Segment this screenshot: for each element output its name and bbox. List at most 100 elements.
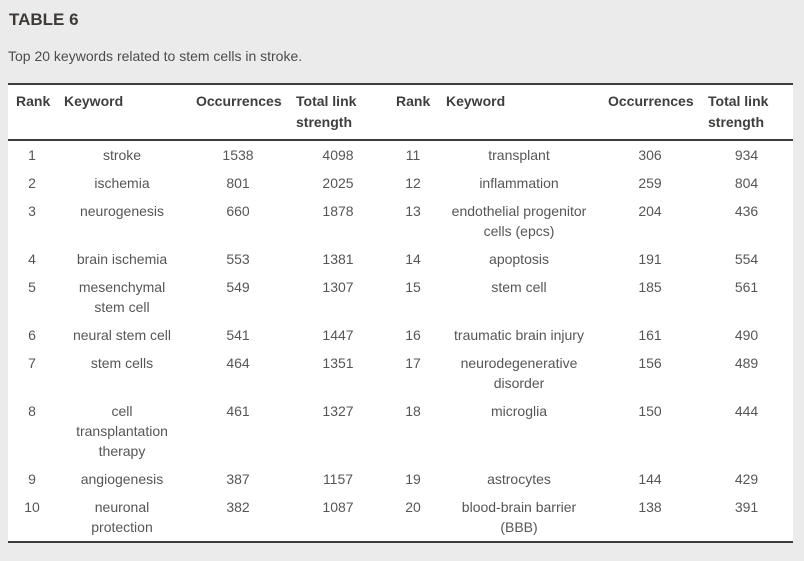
cell-keyword: apoptosis — [489, 251, 549, 267]
cell-rank: 7 — [28, 355, 36, 371]
cell-total-link-strength: 1878 — [322, 203, 354, 219]
header-keyword-right: Keyword — [438, 84, 600, 141]
cell-rank: 6 — [28, 327, 36, 343]
cell-total-link-strength: 2025 — [322, 175, 354, 191]
cell-occurrences: 259 — [638, 175, 662, 191]
cell-total-link-strength: 4098 — [322, 147, 354, 163]
cell-keyword: transplant — [488, 147, 550, 163]
cell-rank: 9 — [28, 471, 36, 487]
cell-occurrences: 541 — [226, 327, 250, 343]
cell-keyword: traumatic brain injury — [454, 327, 584, 343]
cell-rank: 17 — [405, 355, 421, 371]
cell-rank: 14 — [405, 251, 421, 267]
header-occurrences-right: Occurrences — [600, 84, 700, 141]
cell-rank: 11 — [405, 147, 421, 163]
cell-keyword: inflammation — [479, 175, 559, 191]
cell-rank: 2 — [28, 175, 36, 191]
cell-occurrences: 553 — [226, 251, 250, 267]
header-rank-right: Rank — [388, 84, 438, 141]
cell-occurrences: 185 — [638, 279, 662, 295]
cell-occurrences: 461 — [226, 403, 250, 419]
cell-total-link-strength: 391 — [734, 499, 759, 515]
table-row: 8 cell transplantation therapy 461 1327 18 mi… — [8, 397, 793, 465]
table-row: 4 brain ischemia 553 1381 14 apoptosis 191 554 — [8, 245, 793, 273]
cell-occurrences: 191 — [638, 251, 662, 267]
cell-total-link-strength: 1327 — [322, 403, 354, 419]
table-row: 5 mesenchymal stem cell 549 1307 15 stem cell… — [8, 273, 793, 321]
header-total-link-strength-left: Total link strength — [288, 84, 388, 141]
header-keyword-left: Keyword — [56, 84, 188, 141]
cell-rank: 12 — [405, 175, 421, 191]
cell-keyword: neurogenesis — [79, 203, 165, 219]
cell-occurrences: 382 — [226, 499, 250, 515]
cell-occurrences: 204 — [638, 203, 662, 219]
header-total-link-strength-right: Total link strength — [700, 84, 793, 141]
cell-keyword: neuronal protection — [91, 499, 153, 535]
cell-rank: 5 — [28, 279, 36, 295]
table-row: 3 neurogenesis 660 1878 13 endothelial progen… — [8, 197, 793, 245]
cell-occurrences: 387 — [226, 471, 250, 487]
cell-total-link-strength: 1447 — [322, 327, 354, 343]
table-row: 2 ischemia 801 2025 12 inflammation 259 804 — [8, 169, 793, 197]
cell-keyword: brain ischemia — [76, 251, 168, 267]
cell-total-link-strength: 429 — [734, 471, 759, 487]
cell-total-link-strength: 934 — [734, 147, 759, 163]
cell-rank: 19 — [405, 471, 421, 487]
table-row: 1 stroke 1538 4098 11 transplant 306 934 — [8, 140, 793, 169]
cell-keyword: blood-brain barrier (BBB) — [461, 499, 577, 535]
table-row: 6 neural stem cell 541 1447 16 traumatic brai… — [8, 321, 793, 349]
cell-occurrences: 161 — [638, 327, 662, 343]
cell-total-link-strength: 1157 — [322, 471, 354, 487]
table-row: 10 neuronal protection 382 1087 20 blood-brai… — [8, 493, 793, 542]
cell-keyword: angiogenesis — [80, 471, 164, 487]
table-body: 1 stroke 1538 4098 11 transplant 306 934 2 ischem… — [8, 140, 793, 542]
cell-total-link-strength: 489 — [734, 355, 759, 371]
cell-keyword: microglia — [490, 403, 547, 419]
header-occurrences-left: Occurrences — [188, 84, 288, 141]
header-rank-left: Rank — [8, 84, 56, 141]
cell-keyword: neurodegenerative disorder — [460, 355, 578, 391]
cell-total-link-strength: 804 — [734, 175, 759, 191]
cell-rank: 4 — [28, 251, 36, 267]
cell-occurrences: 464 — [226, 355, 250, 371]
cell-keyword: neural stem cell — [72, 327, 172, 343]
cell-occurrences: 549 — [226, 279, 250, 295]
table-row: 9 angiogenesis 387 1157 19 astrocytes 144 429 — [8, 465, 793, 493]
cell-total-link-strength: 490 — [734, 327, 759, 343]
cell-occurrences: 306 — [638, 147, 662, 163]
cell-total-link-strength: 1087 — [322, 499, 354, 515]
cell-total-link-strength: 1307 — [322, 279, 354, 295]
cell-keyword: stem cell — [491, 279, 547, 295]
cell-total-link-strength: 554 — [734, 251, 759, 267]
cell-rank: 10 — [24, 499, 40, 515]
cell-total-link-strength: 444 — [734, 403, 759, 419]
cell-keyword: stem cells — [90, 355, 154, 371]
table-title: TABLE 6 — [9, 10, 79, 29]
header-row: Rank Keyword Occurrences Total link stre… — [8, 84, 793, 141]
cell-rank: 1 — [28, 147, 36, 163]
cell-occurrences: 138 — [638, 499, 662, 515]
cell-keyword: ischemia — [94, 175, 150, 191]
cell-keyword: stroke — [102, 147, 142, 163]
cell-occurrences: 156 — [638, 355, 662, 371]
cell-rank: 20 — [405, 499, 421, 515]
cell-rank: 8 — [28, 403, 36, 419]
keywords-table: Rank Keyword Occurrences Total link stre… — [8, 83, 793, 543]
cell-occurrences: 144 — [638, 471, 662, 487]
table-header: Rank Keyword Occurrences Total link stre… — [8, 84, 793, 141]
cell-rank: 15 — [405, 279, 421, 295]
cell-keyword: endothelial progenitor cells (epcs) — [451, 203, 587, 239]
cell-rank: 3 — [28, 203, 36, 219]
cell-keyword: astrocytes — [487, 471, 551, 487]
cell-total-link-strength: 436 — [734, 203, 759, 219]
cell-rank: 13 — [405, 203, 421, 219]
cell-occurrences: 1538 — [222, 147, 254, 163]
cell-occurrences: 150 — [638, 403, 662, 419]
cell-total-link-strength: 1351 — [322, 355, 354, 371]
cell-occurrences: 801 — [226, 175, 250, 191]
cell-rank: 16 — [405, 327, 421, 343]
cell-keyword: mesenchymal stem cell — [78, 279, 166, 315]
table-caption: Top 20 keywords related to stem cells in… — [8, 48, 303, 64]
cell-keyword: cell transplantation therapy — [76, 403, 168, 459]
cell-total-link-strength: 561 — [734, 279, 759, 295]
